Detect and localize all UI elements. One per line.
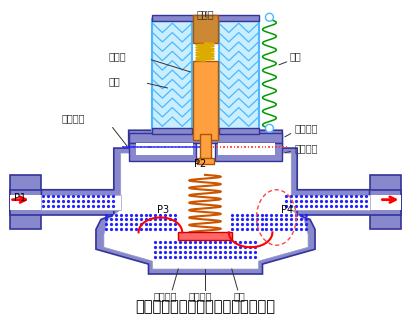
Text: 膜片: 膜片 <box>234 291 246 301</box>
Bar <box>10 195 134 210</box>
Text: 线圈: 线圈 <box>109 76 120 86</box>
Text: 主阀阀座: 主阀阀座 <box>154 291 177 301</box>
Text: P1: P1 <box>14 193 26 203</box>
Bar <box>282 190 401 214</box>
Bar <box>193 61 218 140</box>
Polygon shape <box>104 135 308 269</box>
Bar <box>200 134 211 162</box>
Text: 泄压孔道: 泄压孔道 <box>294 143 318 153</box>
Text: P4: P4 <box>282 204 293 215</box>
Bar <box>193 15 218 43</box>
Bar <box>178 232 232 240</box>
Circle shape <box>266 13 273 21</box>
Text: 主阀阀芯: 主阀阀芯 <box>188 291 212 301</box>
Text: 守阀阀座: 守阀阀座 <box>294 123 318 133</box>
Bar <box>129 133 282 143</box>
Text: 动铁心: 动铁心 <box>109 51 127 61</box>
Text: P2: P2 <box>194 159 206 169</box>
Circle shape <box>266 124 273 132</box>
Bar <box>277 195 401 210</box>
Bar <box>10 175 42 229</box>
Bar <box>10 190 129 214</box>
Bar <box>197 158 214 164</box>
Bar <box>152 19 192 130</box>
Bar <box>290 195 369 210</box>
Text: 定铁心: 定铁心 <box>196 9 214 19</box>
Bar <box>136 143 193 155</box>
Bar <box>219 128 259 134</box>
Bar <box>215 143 282 161</box>
Bar <box>129 143 196 161</box>
Bar <box>152 15 259 21</box>
Polygon shape <box>42 130 369 274</box>
Bar <box>152 128 192 134</box>
Text: 电磁阀由上海祝茂阀门有限公司提供: 电磁阀由上海祝茂阀门有限公司提供 <box>135 299 275 314</box>
Bar <box>218 143 275 155</box>
Bar <box>369 175 401 229</box>
Bar <box>42 195 121 210</box>
Bar <box>219 19 259 130</box>
Text: P3: P3 <box>157 204 169 215</box>
Text: 弹簧: 弹簧 <box>289 51 301 61</box>
Text: 平衡孔道: 平衡孔道 <box>61 113 85 123</box>
